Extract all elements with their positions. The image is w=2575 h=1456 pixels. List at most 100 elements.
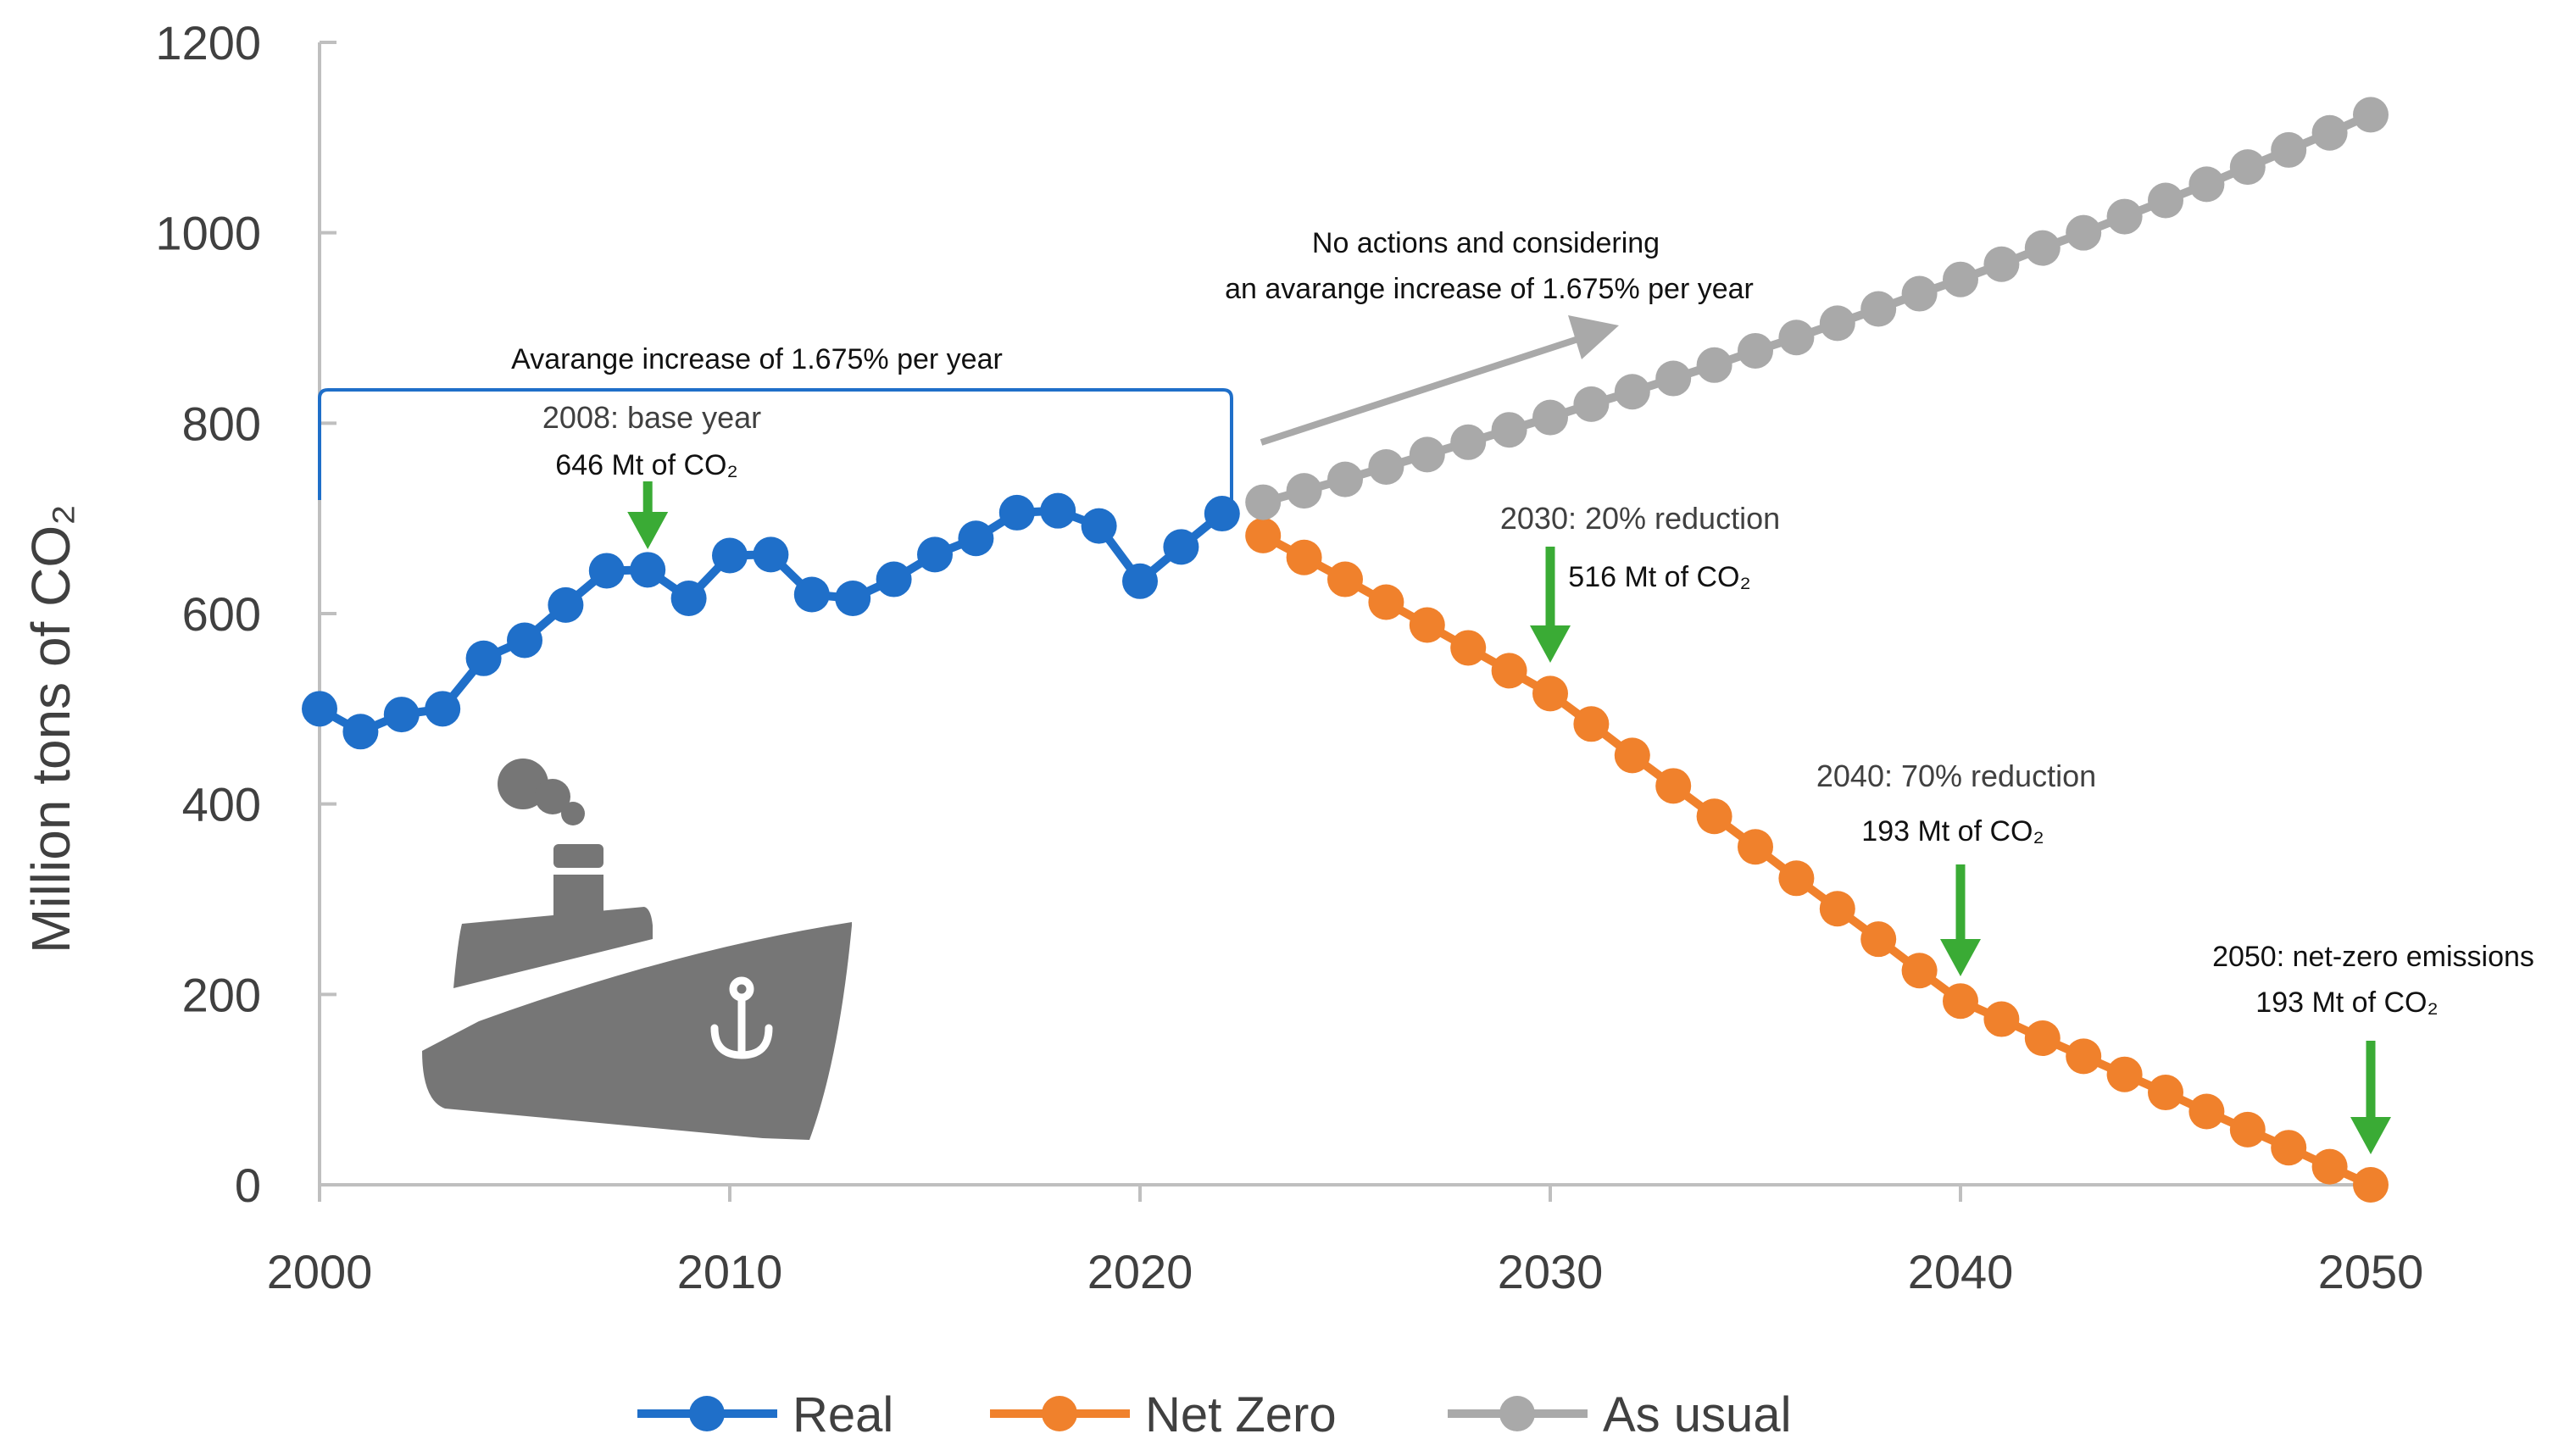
data-point-as-usual: [1696, 347, 1732, 383]
data-point-real: [548, 586, 584, 623]
x-tick-label: 2050: [2318, 1245, 2424, 1298]
data-point-real: [630, 552, 666, 588]
data-point-real: [465, 640, 502, 676]
reduction-2040-label: 2040: 70% reduction: [1816, 759, 2096, 793]
data-point-net-zero: [1327, 561, 1363, 597]
reduction-2040-value: 193 Mt of CO₂: [1861, 815, 2044, 847]
y-tick-label: 200: [182, 968, 261, 1021]
data-point-real: [1204, 496, 1240, 532]
data-point-real: [588, 553, 625, 589]
data-point-net-zero: [1943, 983, 1978, 1020]
data-point-real: [302, 691, 337, 727]
data-point-real: [342, 714, 379, 750]
y-tick-label: 1200: [155, 16, 261, 69]
net-zero-2050-value: 193 Mt of CO₂: [2255, 986, 2438, 1019]
data-point-net-zero: [2024, 1020, 2061, 1057]
data-point-net-zero: [1655, 768, 1692, 804]
y-tick-label: 0: [235, 1159, 261, 1212]
legend-marker: [1499, 1396, 1535, 1431]
data-point-real: [1081, 508, 1117, 544]
data-point-net-zero: [2311, 1148, 2348, 1185]
data-point-real: [383, 697, 420, 733]
x-tick-label: 2020: [1087, 1245, 1193, 1298]
data-point-net-zero: [1860, 921, 1897, 958]
data-point-as-usual: [1532, 399, 1568, 436]
x-tick-label: 2010: [677, 1245, 783, 1298]
x-axis-ticks: 2000 2010 2020 2030 2040 2050: [267, 1185, 2424, 1298]
data-point-real: [998, 494, 1035, 531]
data-point-net-zero: [2148, 1075, 2183, 1111]
series-layer: [302, 97, 2389, 1203]
y-tick-label: 800: [182, 397, 261, 450]
legend: Real Net Zero As usual: [637, 1387, 1791, 1442]
annotation-arrows: [627, 481, 2391, 1154]
legend-label: Net Zero: [1145, 1387, 1337, 1442]
data-point-real: [1163, 529, 1199, 565]
data-point-net-zero: [2188, 1093, 2225, 1130]
data-point-net-zero: [1738, 829, 1773, 865]
data-point-as-usual: [1983, 246, 2020, 282]
increase-label: Avarange increase of 1.675% per year: [511, 343, 1003, 375]
data-point-as-usual: [1860, 291, 1897, 327]
data-point-net-zero: [1532, 675, 1568, 712]
legend-label: Real: [793, 1387, 893, 1442]
legend-item-real: Real: [637, 1387, 893, 1442]
x-tick-label: 2030: [1498, 1245, 1604, 1298]
data-point-net-zero: [1778, 860, 1815, 897]
legend-marker: [689, 1396, 725, 1431]
data-point-as-usual: [2024, 230, 2061, 266]
increase-bracket: [318, 388, 1233, 500]
y-tick-label: 600: [182, 587, 261, 641]
y-tick-label: 1000: [155, 207, 261, 260]
data-point-real: [876, 561, 912, 597]
arrow-2008: [627, 481, 669, 549]
data-point-as-usual: [2066, 214, 2102, 251]
data-point-real: [507, 622, 542, 659]
data-point-net-zero: [2353, 1167, 2389, 1203]
legend-item-net-zero: Net Zero: [990, 1387, 1337, 1442]
y-axis-ticks: 0 200 400 600 800 1000 1200: [155, 16, 336, 1212]
data-point-net-zero: [1573, 706, 1610, 742]
data-point-as-usual: [1901, 275, 1938, 312]
data-point-as-usual: [1614, 374, 1650, 410]
data-point-net-zero: [2229, 1111, 2266, 1148]
data-point-as-usual: [1819, 305, 1855, 342]
legend-item-as-usual: As usual: [1448, 1387, 1791, 1442]
base-year-label: 2008: base year: [542, 400, 761, 435]
base-year-value: 646 Mt of CO₂: [555, 449, 737, 481]
series-line-net-zero: [1260, 531, 2373, 1189]
data-point-net-zero: [1409, 607, 1445, 643]
data-point-real: [425, 691, 461, 727]
data-point-net-zero: [1901, 953, 1938, 989]
y-axis-label: Million tons of CO₂: [20, 504, 81, 953]
data-point-net-zero: [2066, 1038, 2102, 1075]
data-point-as-usual: [2106, 198, 2143, 235]
data-point-as-usual: [1491, 412, 1527, 448]
data-point-real: [793, 576, 830, 613]
data-point-real: [753, 536, 789, 573]
x-tick-label: 2040: [1908, 1245, 2014, 1298]
data-point-net-zero: [1368, 584, 1404, 620]
data-point-real: [958, 520, 994, 557]
data-point-as-usual: [2148, 182, 2183, 219]
legend-label: As usual: [1603, 1387, 1791, 1442]
y-tick-label: 400: [182, 778, 261, 831]
no-action-label-2: an avarange increase of 1.675% per year: [1225, 273, 1754, 305]
data-point-as-usual: [1409, 436, 1445, 473]
data-point-real: [670, 581, 707, 617]
data-point-as-usual: [1655, 360, 1692, 397]
data-point-net-zero: [1983, 1001, 2020, 1037]
data-point-real: [835, 581, 871, 617]
data-point-as-usual: [1943, 261, 1978, 297]
data-point-net-zero: [1450, 630, 1487, 666]
data-point-net-zero: [2271, 1130, 2307, 1166]
data-point-net-zero: [2106, 1056, 2143, 1092]
trend-arrow: [1260, 315, 1619, 446]
arrow-2050: [2350, 1041, 2391, 1154]
arrow-2030: [1530, 547, 1571, 663]
data-point-real: [917, 536, 953, 573]
data-point-net-zero: [1614, 737, 1650, 774]
data-point-net-zero: [1491, 653, 1527, 689]
data-point-real: [1040, 492, 1076, 529]
